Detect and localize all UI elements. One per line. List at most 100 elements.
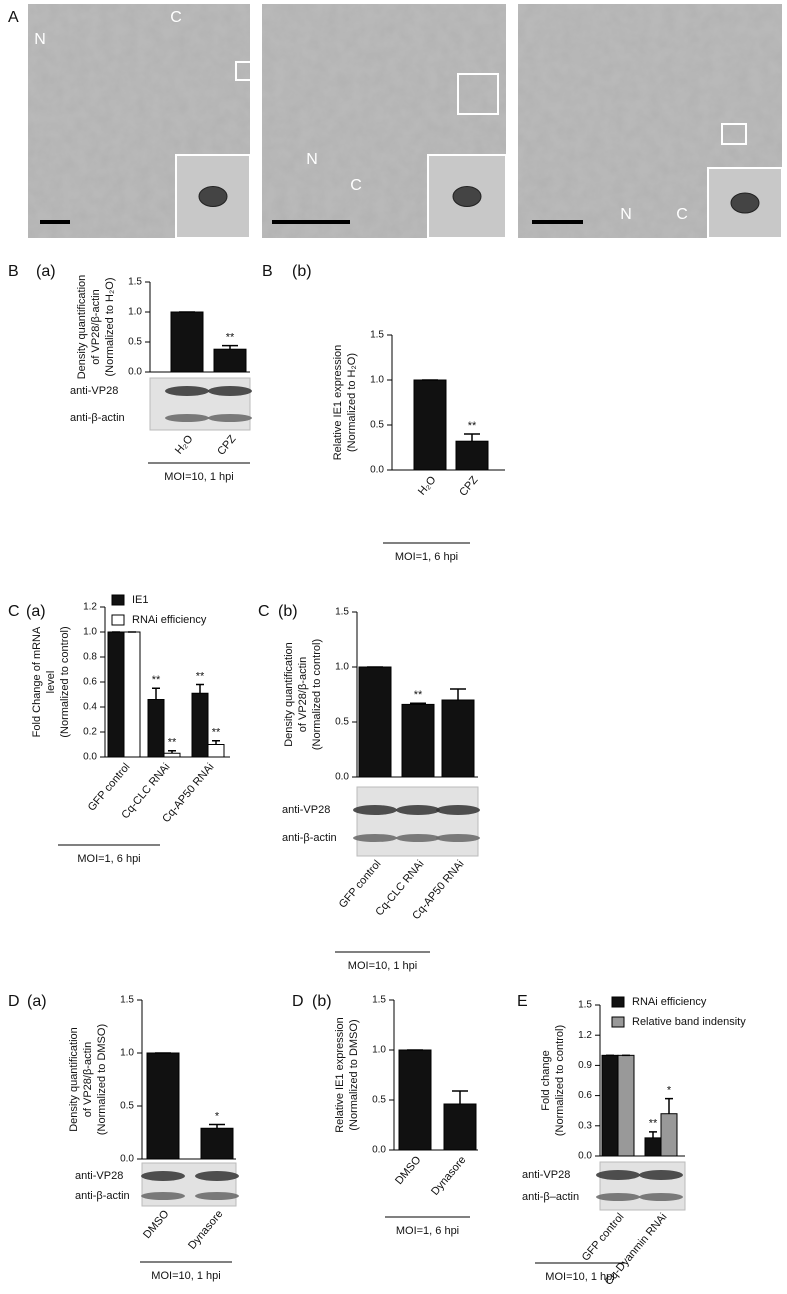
micrograph-label: N [34,31,46,48]
error-bar [196,683,204,694]
error-bar [152,687,160,700]
subpanel-label: (b) [292,263,312,280]
blot-band [639,1170,683,1180]
significance: ** [468,420,477,432]
blot-band [596,1193,640,1201]
bar [455,440,489,471]
micrograph-label: C [676,206,688,223]
bar [163,752,181,758]
legend-label: RNAi efficiency [632,996,707,1008]
blot-band [639,1193,683,1201]
blot-label: anti-VP28 [522,1169,570,1181]
bar [170,311,204,373]
subpanel-label: (b) [278,603,298,620]
y-tick-label: 1.5 [335,607,349,618]
bar [358,666,392,778]
y-tick-label: 1.0 [128,307,142,318]
y-axis-title: level [45,671,57,694]
y-axis-title: Density quantification [283,642,295,747]
significance: ** [226,332,235,344]
inset-box [721,123,747,145]
panel-label: E [517,993,528,1010]
x-tick-label: GFP control [580,1211,627,1264]
subpanel-label: (a) [36,263,56,280]
error-bar [452,1090,468,1104]
legend-swatch [111,594,125,606]
virion [730,192,760,214]
blot-band [208,386,252,396]
significance: ** [168,737,177,749]
y-tick-label: 0.5 [335,717,349,728]
x-tick-label: CPZ [215,433,239,458]
bar [123,631,141,758]
significance: * [667,1085,672,1097]
blot-label: anti-VP28 [75,1170,123,1182]
blot-band [195,1192,239,1200]
error-bar [209,1123,225,1129]
y-tick-label: 1.0 [335,662,349,673]
y-tick-label: 0.2 [83,727,97,738]
virion [198,186,228,207]
y-axis-title: (Normalized to DMSO) [348,1019,360,1130]
inset-box [235,61,255,81]
blot-label: anti-β–actin [522,1191,579,1203]
y-tick-label: 0.0 [578,1151,592,1162]
y-axis-title: of VP28/β-actin [297,657,309,732]
bar [660,1113,678,1157]
virion [452,186,482,207]
western-blot [599,1161,686,1211]
blot-band [195,1171,239,1181]
y-tick-label: 0.0 [83,752,97,763]
y-axis-title: of VP28/β-actin [82,1042,94,1117]
y-tick-label: 0.5 [372,1095,386,1106]
micrograph-label: C [170,9,182,26]
y-tick-label: 0.6 [83,677,97,688]
significance: ** [649,1118,658,1130]
bar [401,703,435,778]
y-tick-label: 1.5 [370,330,384,341]
y-tick-label: 0.5 [120,1101,134,1112]
blot-band [165,386,209,396]
condition-label: MOI=1, 6 hpi [396,1225,459,1237]
x-tick-label: H₂O [173,433,196,457]
y-tick-label: 1.0 [372,1045,386,1056]
y-axis-title: Density quantification [76,275,88,380]
blot-label: anti-β-actin [75,1190,130,1202]
bar [191,692,209,758]
y-tick-label: 1.5 [128,277,142,288]
blot-label: anti-β-actin [282,832,337,844]
significance: ** [152,674,161,686]
y-tick-label: 1.2 [83,602,97,613]
inset-box [457,73,499,115]
error-bar [450,688,466,700]
y-axis-title: of VP28/β-actin [90,289,102,364]
blot-band [596,1170,640,1180]
blot-band [208,414,252,422]
y-tick-label: 1.5 [578,1000,592,1011]
y-axis-title: Density quantification [68,1027,80,1132]
blot-band [141,1171,185,1181]
x-tick-label: Dynasore [429,1154,468,1198]
error-bar [410,702,426,705]
micrograph-label: N [306,151,318,168]
legend-swatch [111,614,125,626]
panel-label: A [8,9,19,26]
y-axis-title: Fold change [540,1050,552,1111]
y-axis-title: Relative IE1 expression [334,1017,346,1133]
bar [147,699,165,758]
condition-label: MOI=10, 1 hpi [545,1271,614,1283]
bar [207,744,225,758]
blot-label: anti-VP28 [70,385,118,397]
micrograph-label: N [620,206,632,223]
x-tick-label: DMSO [141,1208,172,1241]
y-tick-label: 0.8 [83,652,97,663]
x-tick-label: CPZ [457,474,481,499]
y-axis-title: (Normalized to control) [311,639,323,750]
micrograph-label: C [350,177,362,194]
x-tick-label: DMSO [393,1154,424,1187]
blot-band [141,1192,185,1200]
error-bar [222,344,238,350]
bar [601,1054,619,1157]
error-bar [168,750,176,754]
western-blot [149,377,251,431]
